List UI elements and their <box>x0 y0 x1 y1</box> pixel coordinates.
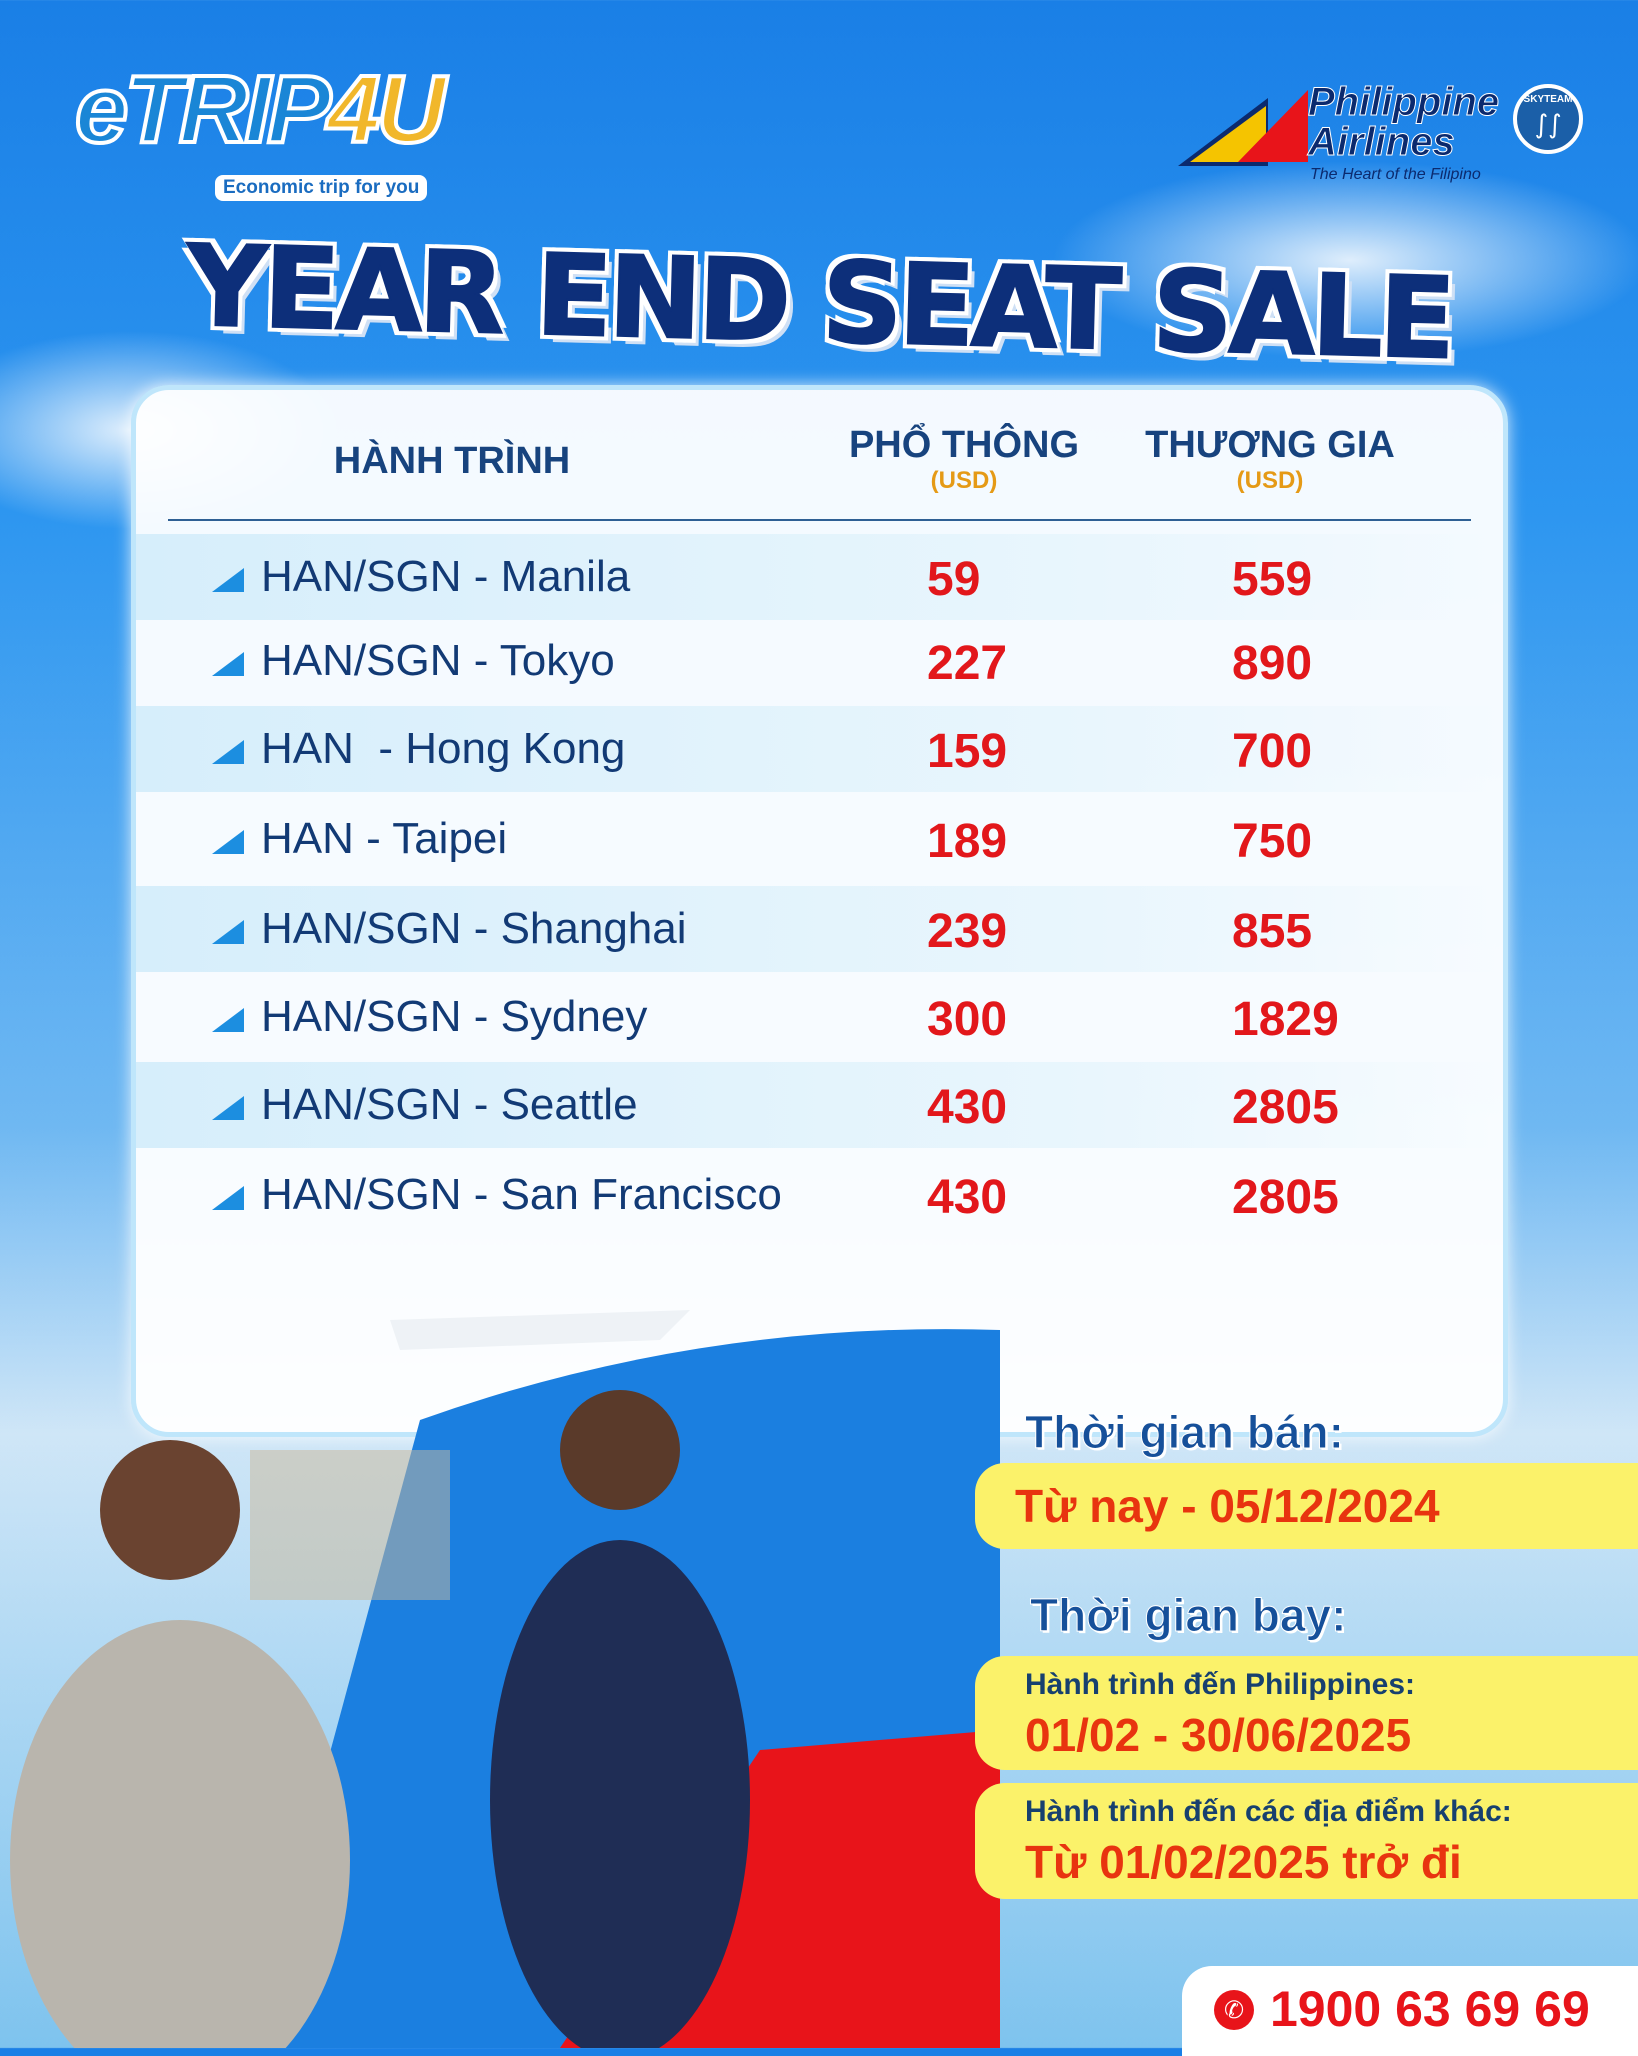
business-price: 750 <box>1232 815 1313 868</box>
table-row: HAN/SGN - Sydney 300 1829 <box>136 974 1503 1060</box>
skyteam-icon: ∫∫ <box>1534 110 1562 140</box>
business-price: 890 <box>1232 637 1313 690</box>
header-route: HÀNH TRÌNH <box>333 440 571 482</box>
route-name: HAN/SGN - San Francisco <box>261 1170 782 1219</box>
pal-flag-icon <box>1178 90 1308 166</box>
cloud <box>1050 160 1638 360</box>
table-row: HAN - Hong Kong 159 700 <box>136 706 1503 792</box>
plane-wing-icon <box>212 740 244 764</box>
pal-name: Philippine Airlines <box>1307 80 1500 164</box>
plane-wing-icon <box>212 1096 244 1120</box>
table-row: HAN/SGN - Seattle 430 2805 <box>136 1062 1503 1148</box>
plane-wing-icon <box>212 652 244 676</box>
travel-philippines-label: Hành trình đến Philippines: <box>1025 1668 1415 1701</box>
skyteam-badge: SKYTEAM ∫∫ <box>1513 84 1583 154</box>
route-name: HAN - Taipei <box>261 814 508 863</box>
plane-wing-icon <box>212 1008 244 1032</box>
table-row: HAN/SGN - Tokyo 227 890 <box>136 618 1503 704</box>
sale-period-label: Thời gian bán: <box>1025 1406 1345 1459</box>
table-row: HAN/SGN - Manila 59 559 <box>136 534 1503 620</box>
pal-tagline: The Heart of the Filipino <box>1310 166 1481 183</box>
business-price: 2805 <box>1232 1171 1339 1224</box>
business-price: 855 <box>1232 905 1313 958</box>
business-price: 559 <box>1232 553 1313 606</box>
table-row: HAN/SGN - San Francisco 430 2805 <box>136 1152 1503 1238</box>
header-business: THƯƠNG GIA (USD) <box>1145 424 1395 494</box>
travel-philippines-band: Hành trình đến Philippines: 01/02 - 30/0… <box>975 1656 1638 1770</box>
economy-price: 239 <box>927 905 1008 958</box>
travel-other-value: Từ 01/02/2025 trở đi <box>1025 1836 1462 1888</box>
sale-period-band: Từ nay - 05/12/2024 <box>975 1463 1638 1549</box>
route-name: HAN/SGN - Seattle <box>261 1080 638 1129</box>
table-row: HAN - Taipei 189 750 <box>136 796 1503 882</box>
table-row: HAN/SGN - Shanghai 239 855 <box>136 886 1503 972</box>
economy-price: 159 <box>927 725 1008 778</box>
route-name: HAN/SGN - Shanghai <box>261 904 687 953</box>
business-price: 2805 <box>1232 1081 1339 1134</box>
economy-price: 227 <box>927 637 1008 690</box>
hotline-number[interactable]: 1900 63 69 69 <box>1270 1981 1590 2037</box>
etrip4u-logo: eTRIP4U Economic trip for you <box>55 45 455 210</box>
economy-price: 300 <box>927 993 1008 1046</box>
economy-price: 59 <box>927 553 981 606</box>
promo-photo-flight-attendant-passenger <box>10 1310 1000 2048</box>
header-economy: PHỔ THÔNG (USD) <box>848 424 1080 494</box>
economy-price: 430 <box>927 1081 1008 1134</box>
phone-icon: ✆ <box>1214 1990 1254 2030</box>
travel-period-label: Thời gian bay: <box>1029 1589 1347 1642</box>
skyteam-label: SKYTEAM <box>1523 94 1573 105</box>
philippine-airlines-logo: Philippine Airlines The Heart of the Fili… <box>1178 82 1598 192</box>
hotline-box[interactable]: ✆ 1900 63 69 69 <box>1182 1966 1638 2056</box>
business-price: 700 <box>1232 725 1313 778</box>
economy-price: 189 <box>927 815 1008 868</box>
sale-period-value: Từ nay - 05/12/2024 <box>1015 1480 1440 1532</box>
plane-wing-icon <box>212 830 244 854</box>
plane-wing-icon <box>212 920 244 944</box>
route-name: HAN/SGN - Manila <box>261 552 631 601</box>
route-name: HAN/SGN - Tokyo <box>261 636 615 685</box>
travel-philippines-value: 01/02 - 30/06/2025 <box>1025 1709 1412 1761</box>
logo-tagline: Economic trip for you <box>215 175 428 201</box>
route-name: HAN - Hong Kong <box>261 724 626 773</box>
logo-wordmark: eTRIP4U <box>73 54 448 165</box>
plane-wing-icon <box>212 1186 244 1210</box>
travel-other-band: Hành trình đến các địa điểm khác: Từ 01/… <box>975 1783 1638 1899</box>
plane-wing-icon <box>212 568 244 592</box>
header-divider <box>168 519 1471 521</box>
business-price: 1829 <box>1232 993 1339 1046</box>
travel-other-label: Hành trình đến các địa điểm khác: <box>1025 1795 1512 1828</box>
route-name: HAN/SGN - Sydney <box>261 992 648 1041</box>
economy-price: 430 <box>927 1171 1008 1224</box>
